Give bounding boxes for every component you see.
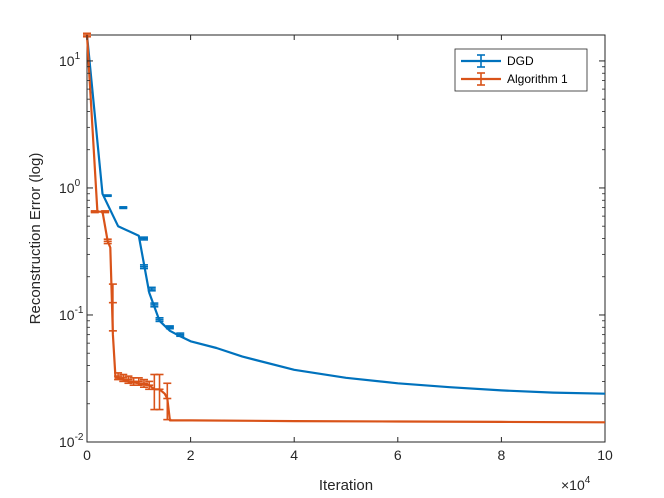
error-bar — [176, 332, 185, 338]
x-axis-label: Iteration — [319, 477, 373, 494]
x-axis-ticks: 0 2 4 6 8 10 — [83, 35, 613, 463]
series-line-dgd — [85, 34, 606, 395]
y-tick-label: 101 — [59, 51, 81, 69]
error-bar — [165, 325, 174, 330]
plot-area — [86, 34, 606, 443]
error-bar — [90, 210, 99, 214]
legend-item-algorithm-1: Algorithm 1 — [461, 72, 568, 86]
legend-label: DGD — [507, 54, 534, 68]
x-multiplier-base: ×104 — [561, 475, 591, 493]
error-bar — [134, 377, 143, 387]
x-axis-multiplier: ×104 — [561, 475, 591, 493]
y-tick-label: 10-1 — [59, 305, 84, 323]
x-tick-label: 0 — [83, 447, 91, 463]
x-tick-label: 6 — [394, 447, 402, 463]
error-bar — [114, 372, 123, 381]
legend-label: Algorithm 1 — [507, 72, 568, 86]
error-bar — [155, 373, 164, 411]
x-tick-label: 2 — [187, 447, 195, 463]
x-tick-label: 10 — [597, 447, 613, 463]
error-bar — [119, 206, 128, 210]
error-bar — [103, 194, 112, 198]
legend-box — [454, 48, 588, 92]
error-bar — [139, 264, 148, 270]
error-bar — [139, 378, 148, 389]
error-bar — [124, 375, 133, 385]
error-bar — [108, 283, 117, 332]
axes-box — [86, 34, 606, 443]
error-bar — [150, 302, 159, 308]
legend: DGD Algorithm 1 — [454, 48, 588, 92]
error-bar — [101, 210, 110, 214]
legend-item-dgd: DGD — [461, 54, 534, 68]
error-bar — [147, 286, 156, 292]
y-tick-label: 10-2 — [59, 432, 84, 450]
y-axis-ticks: 10-2 10-1 100 101 — [59, 51, 605, 450]
error-bar — [103, 238, 112, 245]
x-tick-label: 4 — [290, 447, 298, 463]
y-axis-label: Reconstruction Error (log) — [27, 153, 44, 325]
error-bar — [139, 236, 148, 241]
error-bar — [145, 380, 154, 391]
error-bar — [163, 382, 172, 421]
x-tick-label: 8 — [498, 447, 506, 463]
errorbar-layer — [83, 32, 185, 421]
error-bar — [119, 373, 128, 383]
error-bar — [155, 317, 164, 323]
y-tick-label: 100 — [59, 178, 81, 196]
